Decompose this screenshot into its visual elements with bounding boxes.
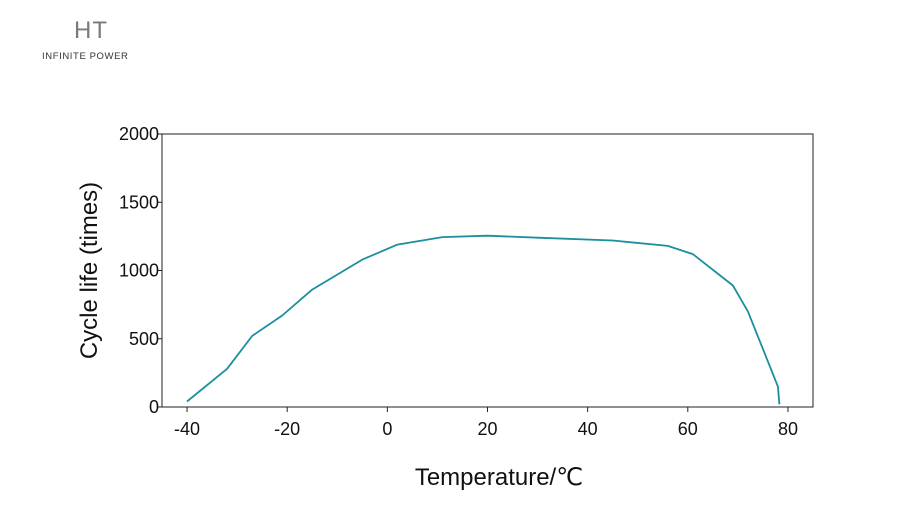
y-tick-label: 0 — [149, 397, 159, 417]
series-line — [186, 234, 781, 405]
y-tick-label: 1000 — [119, 261, 159, 281]
x-axis-title: Temperature/℃ — [415, 464, 583, 491]
x-tick-label: 0 — [382, 419, 392, 439]
x-tick-label: -20 — [274, 419, 300, 439]
y-tick-label: 2000 — [119, 124, 159, 144]
x-tick-label: 80 — [778, 419, 798, 439]
brand-logo: HT INFINITE POWER — [40, 17, 150, 63]
logo-tagline: INFINITE POWER — [42, 51, 129, 62]
x-tick-label: 20 — [477, 419, 497, 439]
y-axis-title: Cycle life (times) — [76, 182, 103, 359]
y-tick-label: 500 — [129, 329, 159, 349]
logo-mark: HT — [74, 17, 108, 44]
y-tick-label: 1500 — [119, 192, 159, 212]
x-tick-label: 40 — [578, 419, 598, 439]
plot-area: -40 -20 0 20 40 60 80 0 500 1000 1500 2000 — [119, 124, 814, 439]
x-tick-label: 60 — [678, 419, 698, 439]
plot-frame — [161, 133, 814, 408]
x-tick-label: -40 — [174, 419, 200, 439]
